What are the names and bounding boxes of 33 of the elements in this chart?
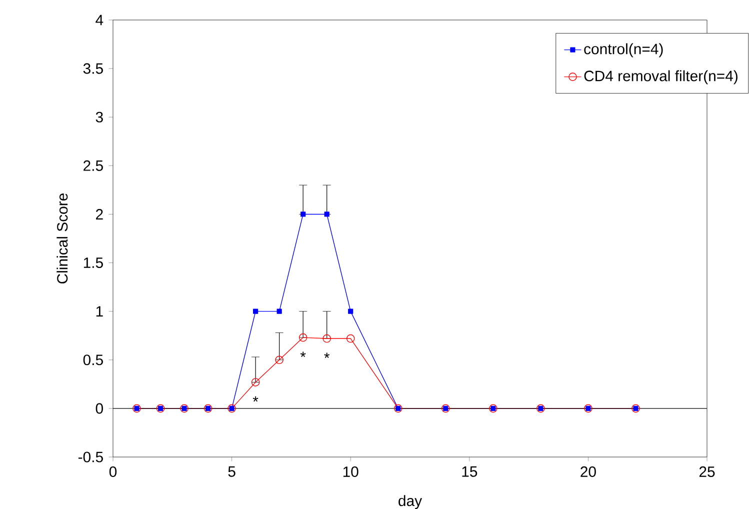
point <box>348 308 354 314</box>
y-tick-label: 0 <box>96 403 103 414</box>
y-tick-label: 4 <box>96 14 104 26</box>
x-axis-title: day <box>398 495 422 509</box>
y-tick-label: 3 <box>96 112 103 122</box>
point <box>346 334 355 343</box>
point <box>300 212 306 217</box>
x-tick-label: 5 <box>228 466 236 477</box>
annotation: * <box>252 396 258 402</box>
x-tick-label: 15 <box>462 466 478 477</box>
y-tick-label: 1 <box>96 306 103 316</box>
y-tick-label: 2 <box>96 209 103 220</box>
legend-label: control(n=4) <box>584 43 663 58</box>
x-tick-label: 0 <box>109 466 117 478</box>
y-axis-title: Clinical Score <box>56 194 68 284</box>
x-tick-label: 10 <box>343 466 358 478</box>
y-tick-label: 3.5 <box>83 63 103 74</box>
annotation: * <box>300 352 306 357</box>
point <box>322 334 331 343</box>
legend-label: CD4 removal filter(n=4) <box>584 70 738 84</box>
annotation: * <box>324 352 330 358</box>
y-tick-label: -0.5 <box>78 452 103 462</box>
y-tick-label: 1.5 <box>84 258 103 268</box>
point <box>298 333 308 342</box>
point <box>275 356 284 364</box>
y-tick-label: 0.5 <box>83 354 103 366</box>
x-tick-label: 25 <box>699 466 715 478</box>
point <box>251 378 260 386</box>
point <box>276 308 282 314</box>
x-tick-label: 20 <box>580 466 596 478</box>
point <box>324 212 330 217</box>
point <box>253 308 258 314</box>
y-tick-label: 2.5 <box>84 160 103 171</box>
